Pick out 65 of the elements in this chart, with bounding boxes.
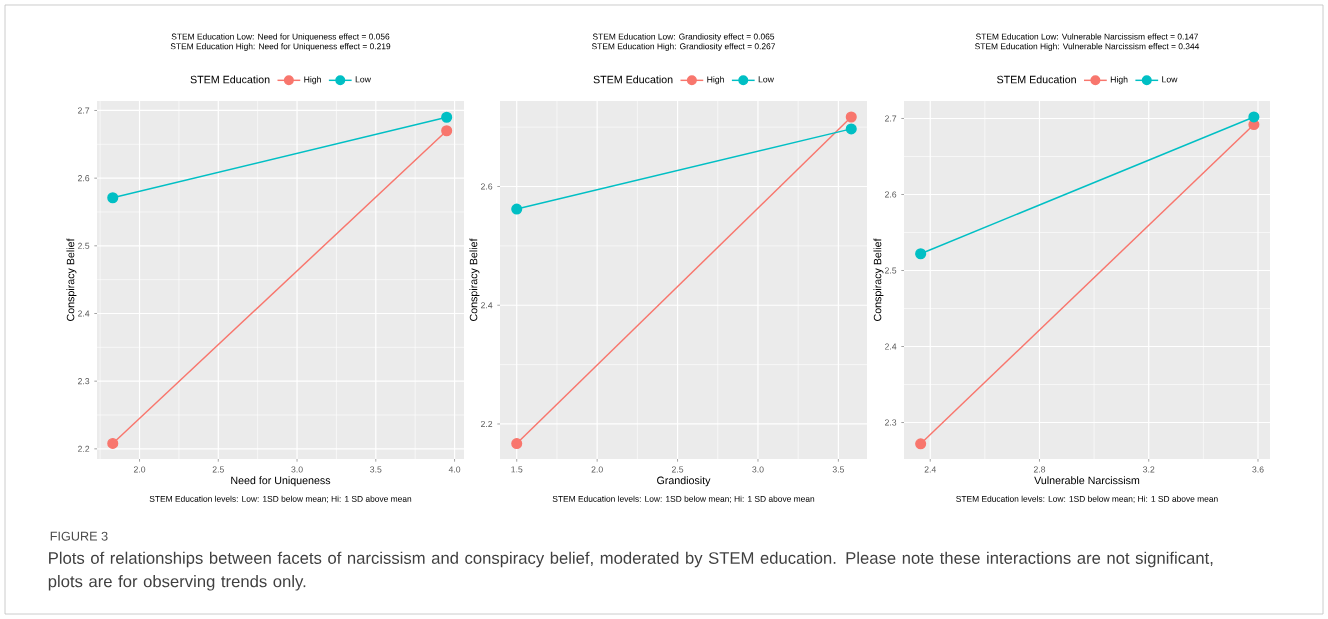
x-tick-label: 4.0 xyxy=(448,466,461,473)
y-tick-label: 2.6 xyxy=(885,191,897,198)
point xyxy=(441,111,453,123)
x-tick-label: 2.4 xyxy=(924,466,936,473)
legend-title: STEM Education xyxy=(593,75,673,84)
x-axis-title: Vulnerable Narcissism xyxy=(1034,476,1140,485)
y-tick-label: 2.6 xyxy=(78,175,90,182)
y-tick-label: 2.3 xyxy=(885,419,897,426)
x-axis-title: Grandiosity xyxy=(657,476,711,487)
legend-label: Low xyxy=(355,76,371,83)
text: STEM Education levels: Low: 1SD below mean; Hi: 1 SD above mean xyxy=(149,495,412,503)
point xyxy=(915,248,927,260)
y-tick-label: 2.2 xyxy=(481,420,493,427)
y-tick-label: 2.7 xyxy=(78,107,90,114)
text: STEM Education levels: Low: 1SD below mean; Hi: 1 SD above mean xyxy=(956,495,1218,503)
x-tick-label: 2.0 xyxy=(591,466,603,473)
legend-label: High xyxy=(1110,76,1128,85)
legend-title: STEM Education xyxy=(997,75,1076,84)
y-axis-title: Conspiracy Belief xyxy=(469,238,480,321)
chart-title: STEM Education Low: Grandiosity effect = 0.065 xyxy=(592,33,775,42)
x-tick-label: 2.5 xyxy=(671,466,684,473)
x-tick-label: 3.2 xyxy=(1143,466,1155,473)
chart-subtitle: STEM Education High: Vulnerable Narcissism effect = 0.344 xyxy=(975,43,1200,51)
caption: FIGURE 3 xyxy=(50,531,108,541)
x-tick-label: 2.0 xyxy=(133,466,146,473)
point xyxy=(107,437,119,449)
point xyxy=(107,192,119,204)
x-axis-title: Need for Uniqueness xyxy=(231,476,331,487)
x-tick-label: 3.0 xyxy=(752,466,764,473)
chart-subtitle: STEM Education High: Need for Uniqueness effect = 0.219 xyxy=(170,43,391,51)
point xyxy=(845,111,857,123)
x-tick-label: 3.6 xyxy=(1252,466,1264,473)
point xyxy=(1248,111,1260,123)
y-tick-label: 2.4 xyxy=(78,310,90,317)
chart-title: STEM Education Low: Vulnerable Narcissism effect = 0.147 xyxy=(975,33,1198,40)
point xyxy=(845,123,857,135)
y-axis-title: Conspiracy Belief xyxy=(873,238,884,321)
y-tick-label: 2.5 xyxy=(78,242,90,249)
y-tick-label: 2.4 xyxy=(885,343,897,350)
y-axis-title: Conspiracy Belief xyxy=(66,238,77,321)
x-tick-label: 3.5 xyxy=(370,466,382,473)
legend-label: High xyxy=(304,76,321,85)
y-tick-label: 2.7 xyxy=(885,115,897,122)
y-tick-label: 2.4 xyxy=(481,302,493,309)
x-tick-label: 2.5 xyxy=(212,466,224,473)
y-tick-label: 2.5 xyxy=(885,267,897,274)
legend-label: Low xyxy=(1162,76,1178,83)
x-tick-label: 2.8 xyxy=(1033,466,1046,473)
y-tick-label: 2.3 xyxy=(78,378,90,385)
x-tick-label: 3.0 xyxy=(291,466,303,473)
point xyxy=(511,438,523,450)
point xyxy=(441,125,453,137)
legend-title: STEM Education xyxy=(190,75,270,84)
legend-label: Low xyxy=(758,76,774,83)
text: STEM Education levels: Low: 1SD below mean; Hi: 1 SD above mean xyxy=(552,495,815,503)
chart-title: STEM Education Low: Need for Uniqueness effect = 0.056 xyxy=(171,33,390,42)
x-tick-label: 1.5 xyxy=(511,466,523,473)
point xyxy=(511,203,523,215)
x-tick-label: 3.5 xyxy=(832,466,845,473)
text: Plots of relationships between facets of narcissism and conspiracy belief, moderated by STEM education. Please note these interactions are not significant, plots are for observing trends only. xyxy=(48,551,1213,591)
legend-label: High xyxy=(707,76,724,85)
chart-subtitle: STEM Education High: Grandiosity effect = 0.267 xyxy=(591,43,775,51)
y-tick-label: 2.6 xyxy=(481,183,493,190)
point xyxy=(915,438,927,450)
y-tick-label: 2.2 xyxy=(78,445,90,452)
